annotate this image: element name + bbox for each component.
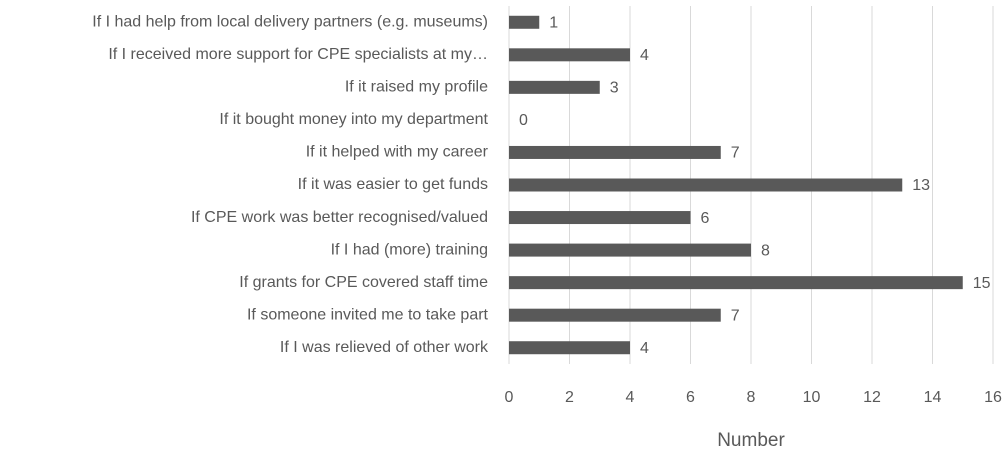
data-label: 6 (701, 210, 710, 227)
y-tick-label: If someone invited me to take part (247, 306, 489, 323)
x-tick-label: 12 (863, 389, 881, 406)
bar (509, 211, 691, 225)
y-tick-label: If I had help from local delivery partne… (92, 13, 488, 30)
y-tick-label: If it bought money into my department (219, 111, 488, 128)
y-tick-label: If I had (more) training (331, 241, 488, 258)
bar (509, 145, 721, 159)
y-tick-label: If it raised my profile (345, 79, 488, 96)
y-tick-label: If CPE work was better recognised/valued (191, 209, 488, 226)
data-label: 7 (731, 307, 740, 324)
bar (509, 243, 751, 257)
bar (509, 80, 600, 94)
y-tick-label: If I received more support for CPE speci… (108, 46, 488, 63)
data-label: 7 (731, 145, 740, 162)
x-tick-label: 4 (626, 389, 635, 406)
x-tick-label: 0 (505, 389, 514, 406)
bar (509, 15, 540, 29)
y-tick-label: If it was easier to get funds (298, 176, 488, 193)
data-label: 0 (519, 112, 528, 129)
data-label: 4 (640, 340, 649, 357)
y-tick-label: If I was relieved of other work (280, 339, 489, 356)
x-tick-label: 14 (924, 389, 942, 406)
data-label: 15 (973, 275, 991, 292)
data-label: 3 (610, 80, 619, 97)
x-tick-label: 16 (984, 389, 1002, 406)
y-tick-label: If grants for CPE covered staff time (239, 274, 488, 291)
bar (509, 341, 630, 355)
data-label: 1 (549, 14, 558, 31)
x-tick-label: 2 (565, 389, 574, 406)
data-label: 4 (640, 47, 649, 64)
bar (509, 308, 721, 322)
x-tick-label: 8 (747, 389, 756, 406)
bar (509, 276, 963, 290)
bar (509, 48, 630, 62)
data-label: 13 (912, 177, 930, 194)
x-axis-title: Number (717, 430, 785, 451)
x-tick-label: 10 (803, 389, 821, 406)
x-tick-label: 6 (686, 389, 695, 406)
data-label: 8 (761, 242, 770, 259)
y-tick-label: If it helped with my career (306, 144, 489, 161)
bar (509, 178, 903, 192)
